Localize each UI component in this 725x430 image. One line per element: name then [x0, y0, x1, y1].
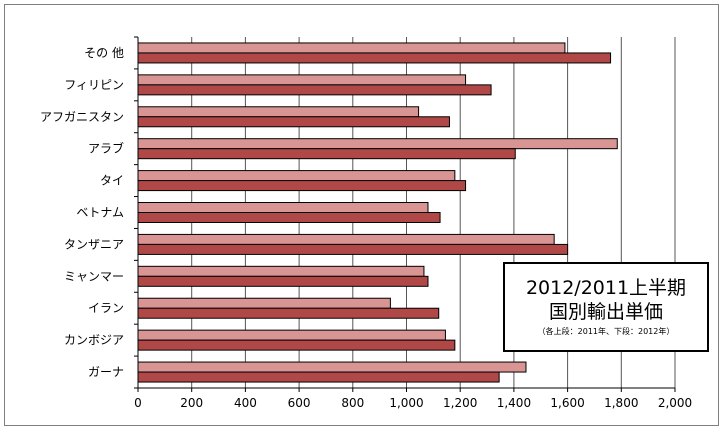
category-label: フィリピン [64, 78, 124, 92]
x-tick-label: 1,800 [604, 396, 638, 410]
bar-2012 [137, 275, 429, 287]
category-label: アラブ [88, 141, 124, 156]
category-label: タンザニア [64, 237, 124, 251]
bar-2012 [137, 339, 456, 351]
chart-title-note: （各上段：2011年、下段：2012年） [537, 327, 675, 336]
bar-2012 [137, 52, 612, 64]
bar-2012 [137, 212, 441, 223]
chart-title-box: 2012/2011上半期 国別輸出単価 （各上段：2011年、下段：2012年） [503, 262, 709, 352]
bar-2012 [137, 180, 467, 192]
x-tick-label: 1,200 [443, 396, 477, 410]
bar-2012 [137, 148, 516, 160]
chart-title-line1: 2012/2011上半期 [525, 277, 687, 299]
bar-2011 [137, 42, 566, 54]
bar-2012 [137, 116, 450, 128]
category-label: ガーナ [88, 365, 124, 379]
bar-2011 [137, 106, 420, 118]
bar-2011 [137, 233, 555, 245]
x-tick-label: 600 [288, 396, 311, 410]
bar-2011 [137, 297, 391, 309]
category-label: ミャンマー [64, 269, 124, 283]
category-label: アフガニスタン [40, 110, 124, 124]
category-label: その 他 [84, 46, 124, 60]
x-tick-label: 1,000 [389, 396, 423, 410]
bar-2011 [137, 138, 618, 150]
bar-2011 [137, 361, 527, 373]
x-tick-label: 0 [134, 396, 142, 410]
bar-2012 [137, 84, 492, 96]
x-tick-label: 1,600 [550, 396, 584, 410]
bar-2012 [137, 307, 440, 319]
bar-2011 [137, 74, 467, 86]
bar-2011 [137, 202, 429, 213]
bar-2012 [137, 243, 569, 255]
x-tick-label: 200 [180, 396, 203, 410]
category-label: ベトナム [76, 206, 124, 220]
x-tick-label: 1,400 [497, 396, 531, 410]
bar-2012 [137, 371, 500, 383]
category-label: タイ [100, 174, 124, 188]
category-label: カンボジア [64, 333, 124, 347]
category-label: イラン [88, 301, 124, 315]
bar-2011 [137, 170, 456, 182]
x-tick-label: 400 [234, 396, 257, 410]
chart-title-line2: 国別輸出単価 [548, 301, 663, 323]
x-tick-label: 800 [341, 396, 364, 410]
bar-2011 [137, 265, 425, 277]
bar-2011 [137, 329, 446, 341]
x-tick-label: 2,000 [658, 396, 692, 410]
